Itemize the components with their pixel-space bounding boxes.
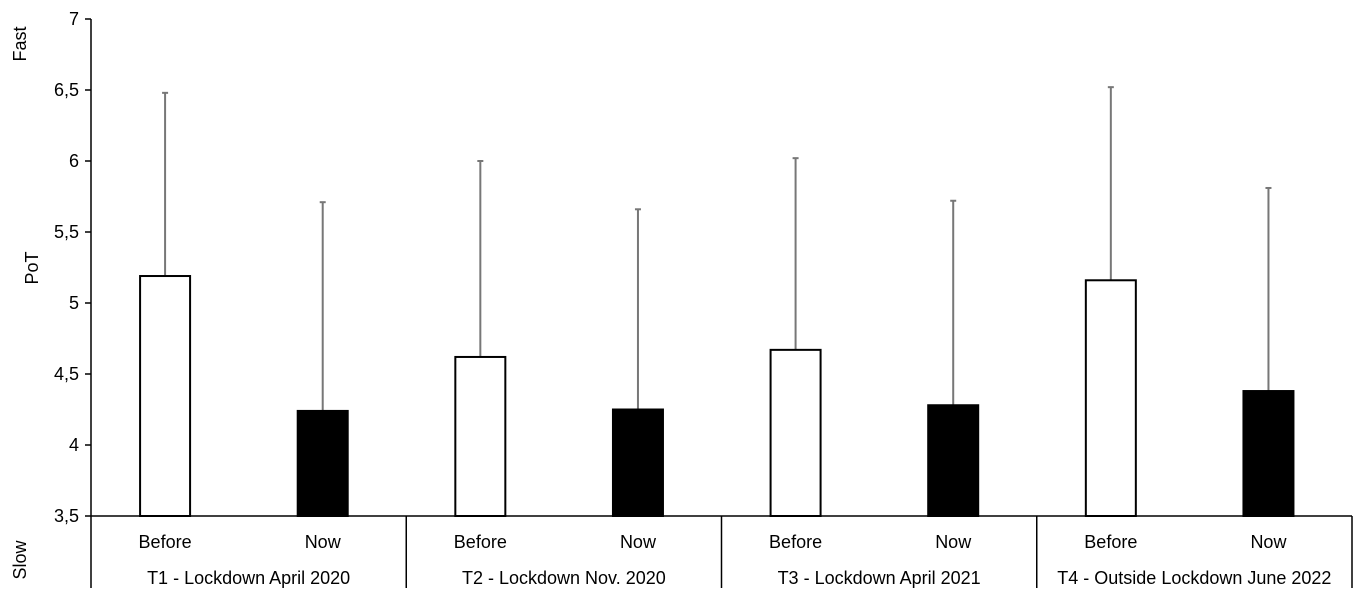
- y-tick-label: 5: [69, 293, 79, 313]
- bar: [1242, 390, 1295, 518]
- error-bars: [162, 86, 1272, 411]
- x-group-label: T2 - Lockdown Nov. 2020: [462, 568, 666, 588]
- y-tick-label: 5,5: [54, 222, 79, 242]
- x-category-label: Now: [620, 532, 657, 552]
- bar: [454, 355, 507, 517]
- y-tick-label: 6,5: [54, 80, 79, 100]
- x-category-label: Before: [769, 532, 822, 552]
- y-axis-bottom-label: Slow: [10, 539, 30, 579]
- bar: [611, 408, 664, 517]
- x-group-label: T4 - Outside Lockdown June 2022: [1057, 568, 1331, 588]
- y-axis: 3,5 4 4,5 5 5,5 6 6,5 7: [54, 9, 92, 526]
- y-tick-label: 7: [69, 9, 79, 29]
- y-tick-label: 4: [69, 435, 79, 455]
- x-category-label: Before: [139, 532, 192, 552]
- y-axis-label: PoT: [22, 251, 42, 284]
- x-category-label: Now: [1250, 532, 1287, 552]
- bar: [927, 404, 980, 517]
- x-category-label: Before: [1084, 532, 1137, 552]
- x-group-label: T3 - Lockdown April 2021: [778, 568, 981, 588]
- x-group-label: T1 - Lockdown April 2020: [147, 568, 350, 588]
- x-category-label: Now: [935, 532, 972, 552]
- y-tick-label: 3,5: [54, 506, 79, 526]
- y-tick-label: 4,5: [54, 364, 79, 384]
- x-axis: Before Now T1 - Lockdown April 2020 Before N…: [90, 515, 1353, 588]
- bar: [296, 409, 349, 518]
- bars: [139, 275, 1295, 518]
- bar: [769, 348, 822, 517]
- y-axis-top-label: Fast: [10, 26, 30, 61]
- x-category-label: Now: [305, 532, 342, 552]
- y-tick-label: 6: [69, 151, 79, 171]
- bar: [1084, 279, 1137, 517]
- bar: [139, 275, 192, 517]
- x-category-label: Before: [454, 532, 507, 552]
